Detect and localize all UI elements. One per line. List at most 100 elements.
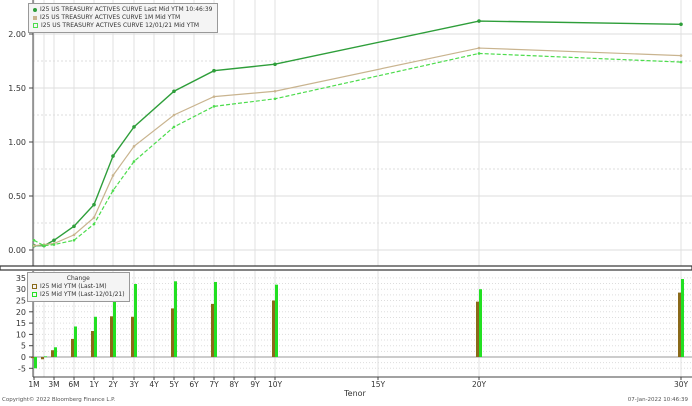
legend-swatch-icon [32, 284, 37, 289]
y-tick-label: 25 [16, 297, 26, 306]
legend-swatch-icon [33, 23, 38, 28]
data-point [679, 22, 683, 27]
y-tick-label: -5 [18, 364, 26, 373]
legend-item: I25 Mid YTM (Last-12/01/21) [32, 291, 125, 299]
legend-item: I25 Mid YTM (Last-1M) [32, 283, 125, 291]
y-tick-label: 5 [21, 342, 26, 351]
x-tick-label: 5Y [169, 380, 179, 389]
data-point [679, 54, 683, 57]
x-tick-label: 10Y [268, 380, 283, 389]
y-tick-label: 20 [16, 308, 26, 317]
series-line [33, 47, 682, 247]
x-axis-label: Tenor [343, 389, 366, 398]
data-point [111, 154, 115, 158]
data-point [273, 62, 277, 67]
bar [71, 338, 74, 357]
data-point [273, 89, 277, 93]
data-point [111, 174, 115, 177]
bar [174, 281, 177, 357]
data-point [172, 125, 176, 129]
bar [131, 316, 134, 357]
bar [275, 284, 278, 357]
y-tick-label: 0 [21, 353, 26, 362]
bar [41, 357, 44, 360]
legend-swatch-icon [33, 15, 37, 20]
bar [681, 279, 684, 357]
x-tick-label: 7Y [209, 380, 219, 389]
legend-label: I25 US TREASURY ACTIVES CURVE Last Mid Y… [40, 6, 213, 13]
x-tick-label: 2Y [108, 380, 118, 389]
data-point [72, 238, 76, 242]
data-point [92, 216, 96, 219]
series-line [33, 52, 682, 247]
x-tick-label: 8Y [229, 380, 239, 389]
bar [51, 350, 54, 357]
bar [91, 331, 94, 357]
x-tick-label: 4Y [149, 380, 159, 389]
x-tick-label: 1Y [89, 380, 99, 389]
x-tick-label: 6M [68, 380, 79, 389]
data-point [52, 243, 56, 246]
y-tick-label: 0.50 [8, 192, 26, 201]
bar [171, 308, 174, 357]
series-line [34, 20, 682, 247]
legend-label: I25 Mid YTM (Last-1M) [40, 283, 107, 290]
x-tick-label: 3Y [129, 380, 139, 389]
y-tick-label: 2.00 [8, 30, 26, 39]
x-tick-label: 30Y [674, 380, 689, 389]
data-point [172, 113, 176, 117]
legend-item: I25 US TREASURY ACTIVES CURVE 1M Mid YTM [33, 14, 213, 22]
legend-label: I25 US TREASURY ACTIVES CURVE 1M Mid YTM [40, 14, 181, 21]
legend-label: I25 Mid YTM (Last-12/01/21) [40, 291, 125, 298]
data-point [52, 238, 56, 243]
data-point [212, 95, 216, 98]
data-point [212, 68, 216, 73]
data-point [477, 46, 481, 50]
bar [74, 326, 77, 357]
data-point [477, 19, 481, 23]
copyright: Copyright© 2022 Bloomberg Finance L.P. [2, 397, 116, 403]
y-tick-label: 35 [16, 274, 26, 283]
y-tick-label: 1.00 [8, 138, 26, 147]
data-point [32, 238, 36, 242]
bar [113, 284, 116, 357]
bar [54, 347, 57, 357]
bar [479, 289, 482, 357]
panel-divider [0, 265, 692, 271]
bottom-legend: Change I25 Mid YTM (Last-1M) I25 Mid YTM… [27, 272, 130, 302]
x-tick-label: 6Y [189, 380, 199, 389]
bar [44, 356, 47, 358]
y-tick-label: 15 [16, 319, 26, 328]
y-tick-label: 30 [16, 285, 26, 294]
x-tick-label: 9Y [250, 380, 260, 389]
bar [134, 284, 137, 357]
timestamp: 07-Jan-2022 10:46:39 [627, 397, 688, 403]
legend-item: I25 US TREASURY ACTIVES CURVE Last Mid Y… [33, 6, 213, 14]
data-point [32, 244, 36, 247]
data-point [132, 145, 136, 148]
data-point [273, 97, 277, 101]
bar [272, 300, 275, 357]
x-tick-label: 15Y [371, 380, 386, 389]
x-tick-label: 1M [28, 380, 39, 389]
legend-swatch-icon [33, 7, 37, 12]
data-point [132, 125, 136, 129]
legend-item: I25 US TREASURY ACTIVES CURVE 12/01/21 M… [33, 22, 213, 30]
bar [94, 316, 97, 357]
data-point [72, 233, 76, 237]
top-legend: I25 US TREASURY ACTIVES CURVE Last Mid Y… [28, 3, 218, 33]
bar [34, 357, 37, 369]
bar [214, 281, 217, 357]
x-tick-label: 20Y [472, 380, 487, 389]
y-tick-label: 10 [16, 330, 26, 339]
data-point [132, 160, 136, 163]
data-point [679, 60, 683, 64]
bar [110, 316, 113, 357]
bar [211, 303, 214, 357]
data-point [111, 189, 115, 192]
bar [678, 292, 681, 357]
bar [31, 357, 34, 359]
bar [476, 301, 479, 357]
legend-label: I25 US TREASURY ACTIVES CURVE 12/01/21 M… [41, 22, 200, 29]
